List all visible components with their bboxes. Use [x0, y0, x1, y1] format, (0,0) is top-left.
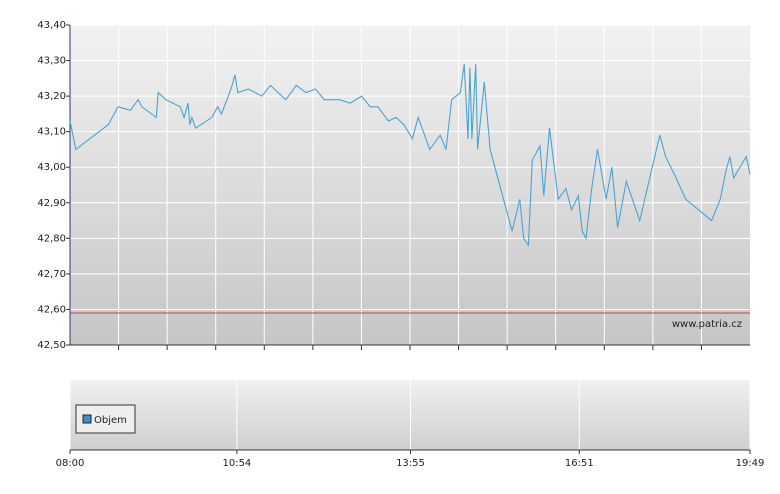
- y-tick-label: 43,20: [37, 91, 66, 102]
- y-tick-label: 42,70: [37, 269, 66, 280]
- legend-box: [75, 404, 136, 434]
- y-tick-label: 42,60: [37, 304, 66, 315]
- x-tick-label: 08:00: [56, 458, 85, 469]
- x-tick-label: 13:55: [396, 458, 425, 469]
- y-tick-label: 43,40: [37, 20, 66, 31]
- y-tick-label: 43,30: [37, 56, 66, 67]
- watermark: www.patria.cz: [672, 319, 742, 330]
- legend-label: Objem: [94, 415, 127, 426]
- price-line: [69, 64, 751, 248]
- y-tick-label: 42,90: [37, 198, 66, 209]
- y-tick-label: 42,80: [37, 233, 66, 244]
- y-tick-label: 43,10: [37, 127, 66, 138]
- vertical-grid: [118, 25, 702, 345]
- legend-swatch: [82, 414, 92, 424]
- y-tick-label: 43,00: [37, 162, 66, 173]
- x-tick-label: 19:49: [736, 458, 765, 469]
- x-tick-label: 16:51: [565, 458, 594, 469]
- x-tick-label: 10:54: [222, 458, 251, 469]
- y-tick-label: 42,50: [37, 340, 66, 351]
